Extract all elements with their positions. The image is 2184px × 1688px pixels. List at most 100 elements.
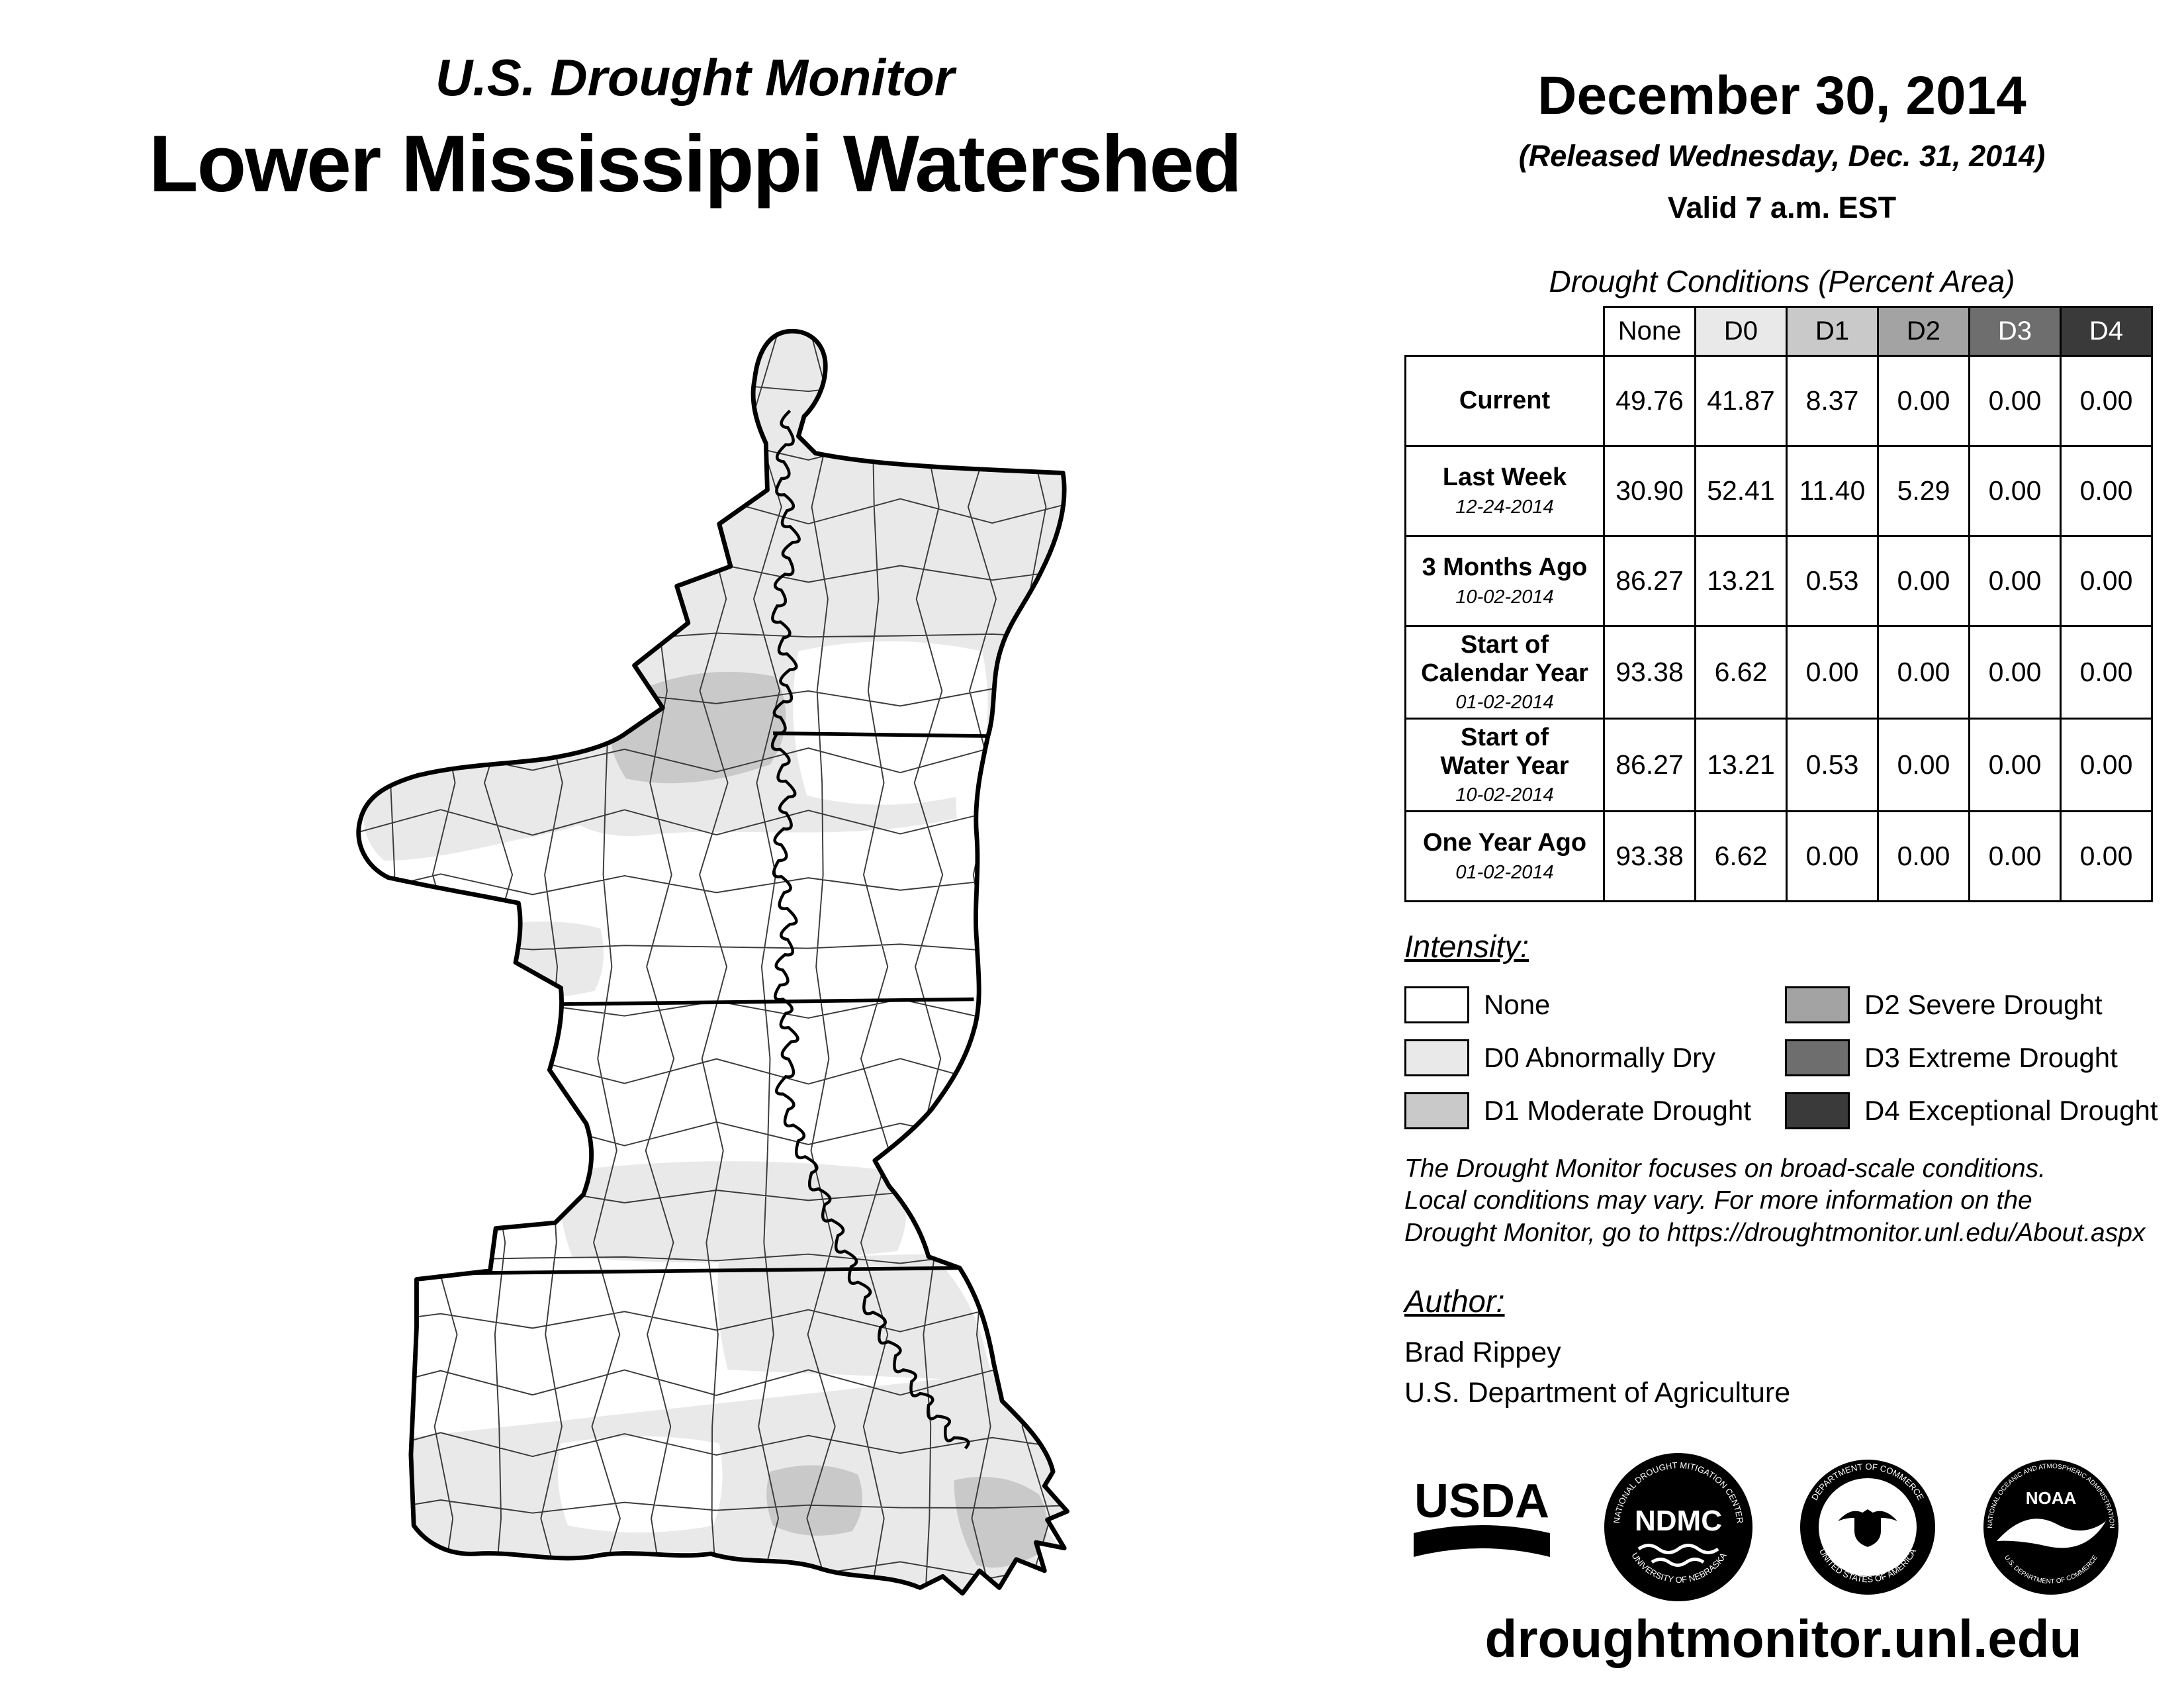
legend-swatch [1404,986,1469,1023]
column-header-d4: D4 [2060,306,2153,357]
drought-region-d1-delta [954,1476,1048,1568]
table-corner [1405,306,1604,356]
value-cell: 5.29 [1877,445,1970,537]
drought-table: None D0 D1 D2 D3 D4 Current 49.76 41.87 8.37 0.00 0… [1404,306,2153,903]
state-boundaries [416,731,988,1276]
noaa-logo-text: NOAA [2026,1488,2077,1508]
legend-label: D0 Abnormally Dry [1484,1042,1716,1073]
masthead: U.S. Drought Monitor Lower Mississippi W… [40,48,1350,210]
noaa-logo: NATIONAL OCEANIC AND ATMOSPHERIC ADMINIS… [1983,1460,2118,1595]
value-cell: 0.00 [1877,718,1970,813]
drought-table-wrap: None D0 D1 D2 D3 D4 Current 49.76 41.87 8.37 0.00 0… [1404,306,2153,903]
ndmc-logo: NATIONAL DROUGHT MITIGATION CENTER UNIVE… [1604,1453,1752,1601]
legend-item: None [1404,986,1785,1023]
report-kicker: U.S. Drought Monitor [435,48,955,107]
value-cell: 11.40 [1786,445,1879,537]
table-row: Current 49.76 41.87 8.37 0.00 0.00 0.00 [1404,355,2153,447]
author-name: Brad Rippey [1404,1336,1561,1368]
disclaimer-line: Drought Monitor, go to https://droughtmo… [1404,1218,2146,1247]
row-label: Last Week 12-24-2014 [1404,445,1605,537]
usda-logo-text: USDA [1414,1475,1549,1528]
value-cell: 0.00 [2060,445,2153,537]
value-cell: 30.90 [1603,445,1696,537]
mississippi-river [770,409,970,1450]
site-url: droughtmonitor.unl.edu [1484,1609,2082,1668]
column-header-d3: D3 [1968,306,2062,357]
legend-label: D3 Extreme Drought [1864,1042,2118,1073]
legend-swatch [1785,986,1850,1023]
doc-seal: DEPARTMENT OF COMMERCE UNITED STATES OF … [1800,1460,1936,1595]
disclaimer-line: Local conditions may vary. For more info… [1404,1186,2032,1215]
drought-region-d1-south-central [766,1465,863,1536]
watershed-outline [356,328,1069,1596]
value-cell: 8.37 [1786,355,1879,447]
value-cell: 0.00 [1968,810,2062,903]
value-cell: 13.21 [1694,718,1788,813]
legend-swatch [1404,1092,1469,1129]
column-header-d2: D2 [1877,306,1970,357]
legend-item: D3 Extreme Drought [1785,1039,2162,1076]
legend-label: D2 Severe Drought [1864,989,2103,1020]
none-region-la-west [557,1436,723,1533]
value-cell: 86.27 [1603,535,1696,627]
legend-item: D2 Severe Drought [1785,986,2162,1023]
value-cell: 0.53 [1786,718,1879,813]
noaa-seagull [1996,1519,2106,1548]
value-cell: 6.62 [1694,624,1788,720]
legend-item: D1 Moderate Drought [1404,1092,1785,1129]
legend-item: D4 Exceptional Drought [1785,1092,2162,1129]
legend-label: D1 Moderate Drought [1484,1095,1751,1126]
table-row: 3 Months Ago 10-02-2014 86.27 13.21 0.53 0.00… [1404,535,2153,627]
valid-time: Valid 7 a.m. EST [1667,191,1897,224]
value-cell: 0.00 [1968,445,2062,537]
release-date: (Released Wednesday, Dec. 31, 2014) [1518,139,2046,173]
value-cell: 93.38 [1603,624,1696,720]
disclaimer-line: The Drought Monitor focuses on broad-sca… [1404,1154,2046,1183]
value-cell: 13.21 [1694,535,1788,627]
drought-region-d0-la-coast [405,1372,1068,1594]
map-svg [356,328,1069,1596]
value-cell: 49.76 [1603,355,1696,447]
value-cell: 86.27 [1603,718,1696,813]
value-cell: 0.00 [2060,624,2153,720]
author-heading: Author: [1404,1284,1505,1319]
intensity-legend: None D0 Abnormally Dry D1 Moderate Drought… [1404,978,2162,1137]
row-label: One Year Ago 01-02-2014 [1404,810,1605,903]
column-header-d1: D1 [1786,306,1879,357]
watershed-map [341,323,1092,1603]
ndmc-logo-text: NDMC [1635,1505,1722,1537]
value-cell: 0.00 [1877,535,1970,627]
disclaimer: The Drought Monitor focuses on broad-sca… [1404,1153,2145,1249]
row-label: Start of Water Year 10-02-2014 [1404,718,1605,813]
row-label: Start of Calendar Year 01-02-2014 [1404,624,1605,720]
table-title: Drought Conditions (Percent Area) [1549,264,2015,299]
usda-logo: USDA [1414,1475,1550,1557]
legend-item: D0 Abnormally Dry [1404,1039,1785,1076]
logo-row: USDA NATIONAL DROUGHT MITIGATION CENTER … [1404,1450,2122,1605]
value-cell: 0.00 [1877,810,1970,903]
value-cell: 52.41 [1694,445,1788,537]
legend-label: D4 Exceptional Drought [1864,1095,2158,1126]
legend-label: None [1484,989,1551,1020]
drought-region-d0-waist [559,1161,907,1263]
legend-swatch [1785,1039,1850,1076]
map-date: December 30, 2014 [1537,66,2026,126]
value-cell: 0.00 [1968,718,2062,813]
value-cell: 0.00 [1786,810,1879,903]
table-row: Last Week 12-24-2014 30.90 52.41 11.40 5.29 0.… [1404,445,2153,537]
row-label: 3 Months Ago 10-02-2014 [1404,535,1605,627]
value-cell: 0.00 [2060,355,2153,447]
table-row: Start of Calendar Year 01-02-2014 93.38 6.6… [1404,624,2153,720]
value-cell: 6.62 [1694,810,1788,903]
row-label: Current [1404,355,1605,447]
page-title: Lower Mississippi Watershed [149,118,1242,209]
value-cell: 0.00 [1877,624,1970,720]
value-cell: 0.00 [1968,535,2062,627]
value-cell: 0.53 [1786,535,1879,627]
value-cell: 0.00 [2060,718,2153,813]
doc-eagle-emblem [1838,1509,1898,1547]
author-block: Author: Brad Rippey U.S. Department of A… [1404,1283,1790,1409]
table-row: Start of Water Year 10-02-2014 86.27 13.21 0… [1404,718,2153,813]
usda-swoosh [1414,1524,1550,1557]
